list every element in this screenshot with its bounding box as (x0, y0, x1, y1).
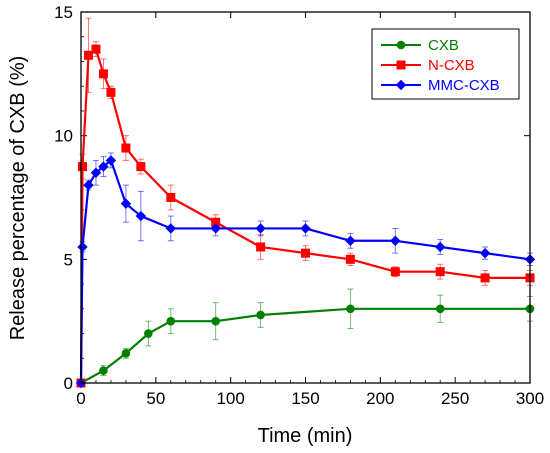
x-tick-label: 300 (516, 389, 544, 408)
legend-items: CXB N-CXB MMC-CXB (381, 37, 500, 94)
n-cxb-data-point (106, 87, 116, 97)
x-tick-label: 250 (441, 389, 469, 408)
legend-entry-mmc-cxb: MMC-CXB (381, 77, 500, 94)
legend-label-n-cxb: N-CXB (428, 57, 475, 74)
n-cxb-data-point (136, 162, 146, 172)
mmc-cxb-data-point (165, 223, 177, 234)
n-cxb-data-point (166, 193, 176, 202)
n-cxb-data-point (83, 50, 93, 60)
x-axis-title: Time (min) (258, 425, 353, 447)
cxb-data-point (211, 316, 220, 326)
mmc-cxb-data-point (105, 155, 117, 166)
cxb-data-point (121, 349, 131, 358)
x-tick-label: 150 (291, 389, 319, 408)
mmc-cxb-data-point (390, 235, 401, 246)
x-tick-label: 200 (366, 389, 394, 408)
mmc-cxb-data-point (98, 161, 109, 172)
n-cxb-data-point (98, 69, 108, 79)
x-tick-label: 0 (76, 389, 85, 408)
cxb-series-line (80, 307, 530, 384)
n-cxb-data-point (91, 44, 101, 54)
y-tick-label: 0 (64, 374, 73, 393)
mmc-cxb-data-point (77, 241, 88, 253)
mmc-cxb-data-point (83, 179, 94, 191)
mmc-cxb-data-point (255, 223, 266, 234)
legend-marker-cxb (396, 40, 406, 50)
plot-frame (80, 11, 531, 384)
cxb-data-point (346, 304, 355, 314)
mmc-cxb-series-line (79, 159, 531, 384)
mmc-cxb-data-point (120, 198, 132, 209)
legend-label-cxb: CXB (428, 37, 459, 54)
cxb-data-point (166, 316, 176, 326)
mmc-cxb-data-point (90, 167, 102, 178)
y-tick-label: 10 (54, 127, 73, 146)
cxb-data-point (435, 304, 445, 314)
legend-label-mmc-cxb: MMC-CXB (428, 77, 500, 94)
y-tick-label: 15 (54, 3, 73, 22)
n-cxb-data-point (301, 248, 310, 258)
mmc-cxb-data-point (210, 223, 221, 234)
mmc-cxb-data-point (434, 241, 446, 253)
legend-entry-n-cxb: N-CXB (381, 57, 475, 74)
axis-tick-labels: 0 50 100 150 200 250 300 0 5 10 15 (54, 3, 544, 408)
legend-entry-cxb: CXB (381, 37, 459, 54)
cxb-data-point (144, 329, 153, 338)
n-cxb-data-point (121, 143, 131, 153)
y-tick-label: 5 (64, 250, 73, 269)
mmc-cxb-data-point (135, 210, 147, 222)
cxb-data-point (99, 366, 108, 375)
n-cxb-data-point (256, 242, 266, 252)
mmc-cxb-data-point (345, 235, 356, 246)
series-markers (75, 44, 536, 389)
mmc-cxb-data-point (300, 223, 311, 234)
cxb-data-point (256, 310, 265, 320)
legend-marker-mmc-cxb (395, 79, 407, 91)
n-cxb-data-point (480, 273, 490, 283)
y-axis-title: Release percentage of CXB (%) (7, 56, 29, 341)
mmc-cxb-data-point (479, 247, 491, 259)
n-cxb-data-point (345, 254, 355, 264)
legend-marker-n-cxb (396, 60, 406, 70)
legend: CXB N-CXB MMC-CXB (371, 28, 520, 100)
n-cxb-data-point (390, 267, 400, 277)
x-tick-label: 50 (146, 389, 165, 408)
n-cxb-data-point (77, 162, 87, 172)
x-tick-label: 100 (216, 389, 244, 408)
n-cxb-data-point (435, 267, 445, 277)
